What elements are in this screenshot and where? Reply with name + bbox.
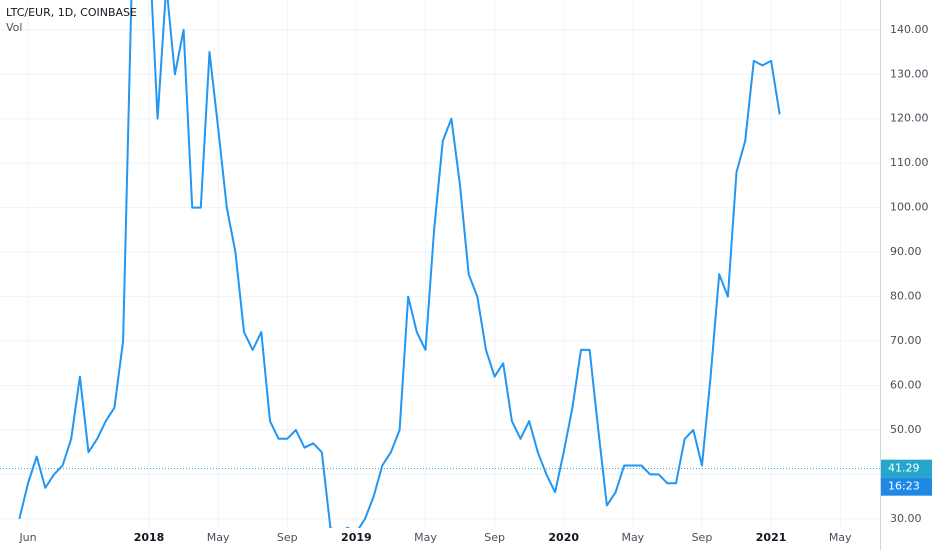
x-tick-label: Jun [18,531,36,544]
countdown-box [881,477,932,496]
x-tick-label: May [621,531,644,544]
last-price-label: 41.29 [888,462,920,475]
y-tick-label: 80.00 [890,290,922,303]
x-tick-label: 2019 [341,531,372,544]
y-tick-label: 50.00 [890,423,922,436]
x-tick-label: 2020 [548,531,579,544]
y-tick-label: 60.00 [890,378,922,391]
y-tick-label: 140.00 [890,23,929,36]
price-line [18,0,781,528]
x-tick-label: May [829,531,852,544]
countdown-label: 16:23 [888,480,920,493]
y-tick-label: 110.00 [890,156,929,169]
y-tick-label: 130.00 [890,67,929,80]
x-tick-label: 2018 [134,531,165,544]
x-tick-label: May [207,531,230,544]
x-tick-label: Sep [484,531,505,544]
grid [0,0,880,528]
last-price-box [881,459,932,478]
x-tick-label: Sep [277,531,298,544]
x-tick-label: May [414,531,437,544]
x-tick-label: Sep [692,531,713,544]
y-tick-label: 30.00 [890,512,922,525]
plot-area [18,0,781,528]
y-tick-label: 70.00 [890,334,922,347]
volume-label: Vol [6,21,22,34]
x-tick-label: 2021 [756,531,787,544]
y-tick-label: 120.00 [890,112,929,125]
chart-title: LTC/EUR, 1D, COINBASE [6,6,137,19]
y-tick-label: 100.00 [890,201,929,214]
y-tick-label: 90.00 [890,245,922,258]
